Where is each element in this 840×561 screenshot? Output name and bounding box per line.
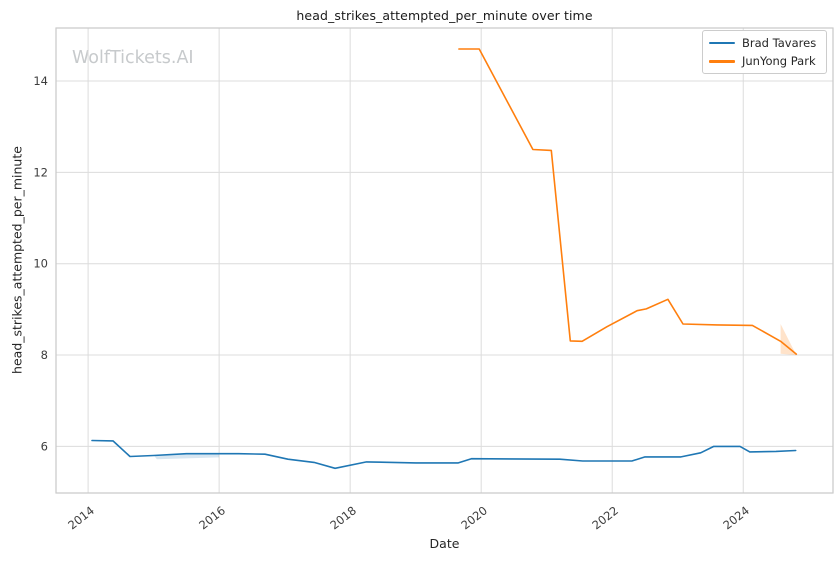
legend-line-swatch-blue (709, 41, 735, 44)
series-line-junyong-park (458, 48, 798, 355)
chart-title: head_strikes_attempted_per_minute over t… (296, 8, 593, 23)
y-tick-label: 10 (33, 257, 48, 271)
x-tick-label: 2020 (458, 503, 490, 532)
x-tick-label: 2016 (196, 503, 228, 532)
x-axis-label: Date (429, 536, 460, 551)
legend-line-swatch-orange (709, 60, 735, 63)
x-tick-label: 2022 (589, 503, 621, 532)
plot-border (55, 27, 834, 494)
x-tick-label: 2014 (65, 503, 97, 532)
legend-label: Brad Tavares (742, 35, 817, 50)
confidence-band-junyong-park (780, 324, 797, 356)
legend-label: JunYong Park (742, 54, 816, 69)
legend-item-junyong-park: JunYong Park (709, 54, 820, 70)
legend-item-brad-tavares: Brad Tavares (709, 35, 820, 51)
y-tick-label: 12 (33, 165, 48, 179)
watermark: WolfTickets.AI (72, 48, 194, 68)
x-tick-label: 2018 (327, 503, 359, 532)
y-tick-label: 6 (41, 439, 48, 453)
legend: Brad Tavares JunYong Park (702, 30, 827, 74)
x-tick-label: 2024 (720, 503, 752, 532)
y-tick-label: 8 (41, 348, 48, 362)
y-tick-label: 14 (33, 74, 48, 88)
series-line-brad-tavares (91, 439, 797, 470)
